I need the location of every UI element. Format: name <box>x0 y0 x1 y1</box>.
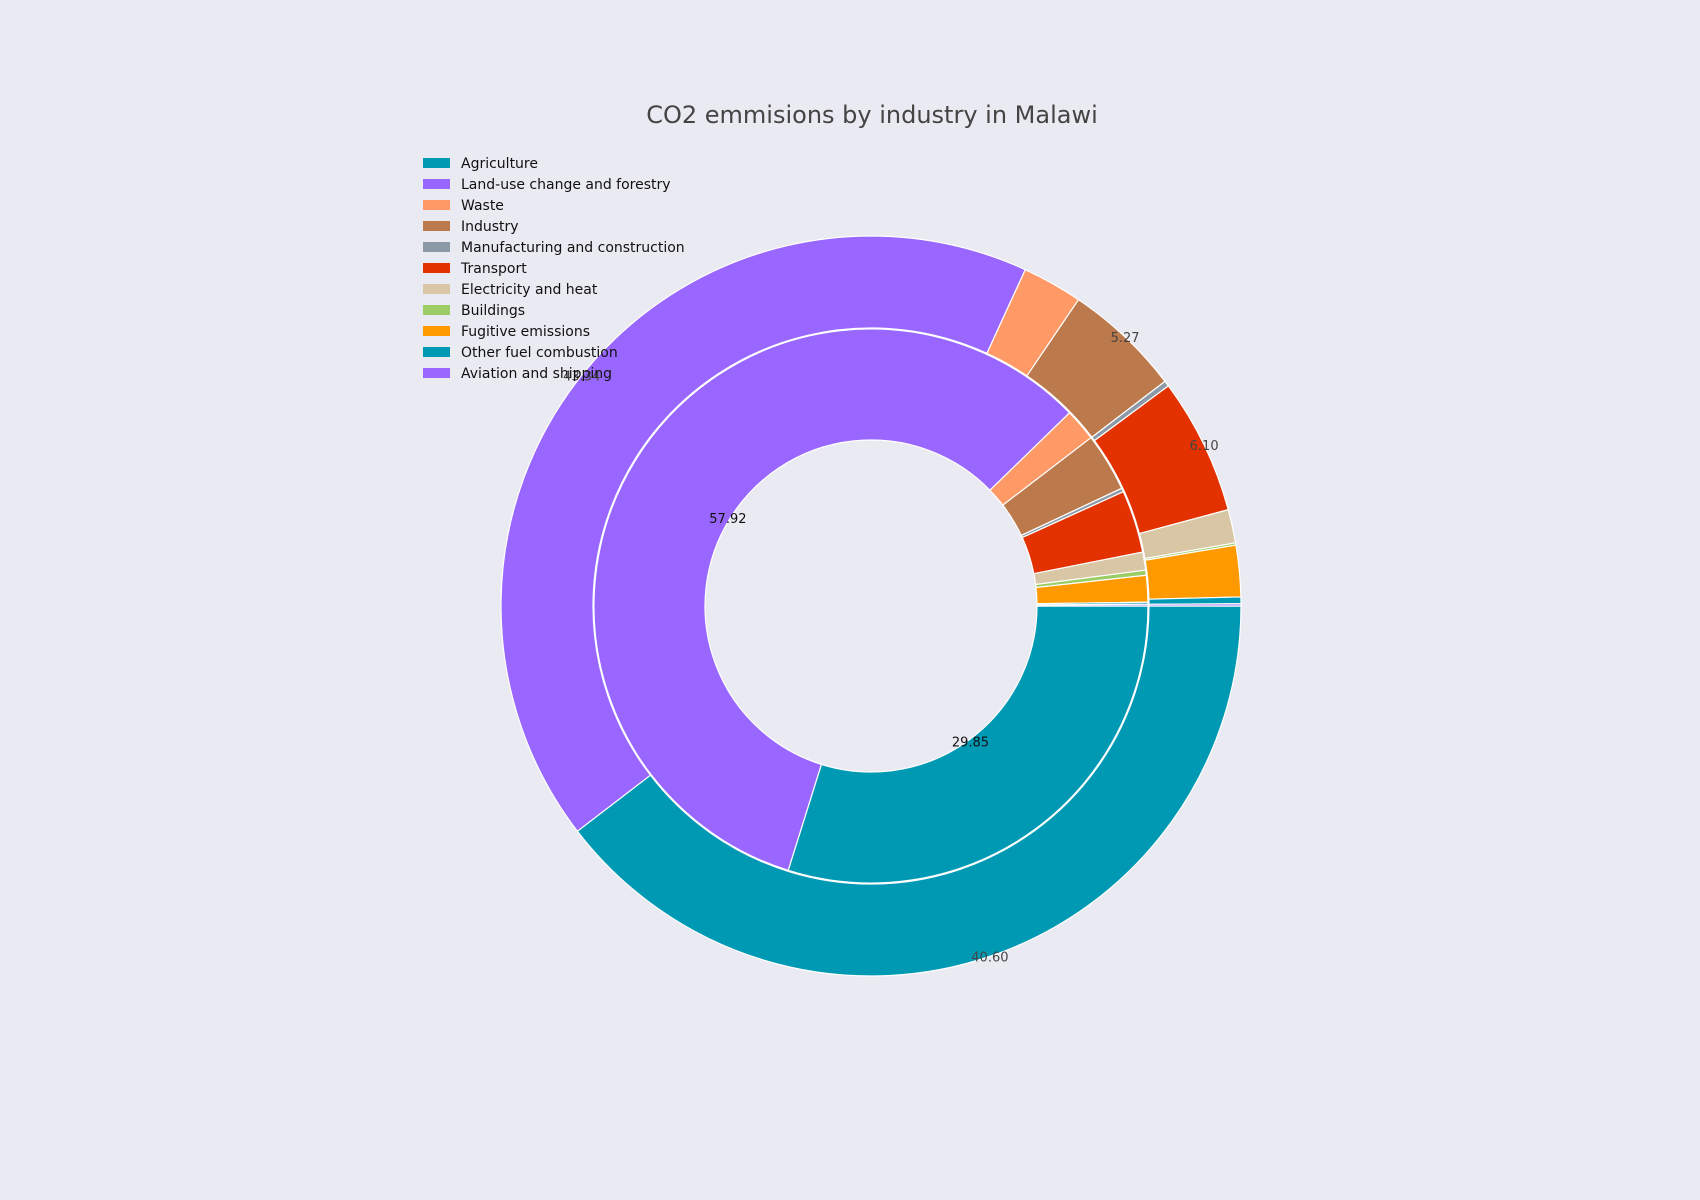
legend-swatch-fugitive-emissions <box>423 326 450 336</box>
outer-ring <box>500 235 1242 977</box>
legend-swatch-buildings <box>423 305 450 315</box>
legend-swatch-manufacturing-and-construction <box>423 242 450 252</box>
legend-label-agriculture: Agriculture <box>461 156 538 172</box>
inner-label-agriculture: 29.85 <box>952 735 989 750</box>
legend-swatch-transport <box>423 263 450 273</box>
legend-label-other-fuel-combustion: Other fuel combustion <box>461 345 618 361</box>
legend-label-fugitive-emissions: Fugitive emissions <box>461 324 590 340</box>
legend: Agriculture Land-use change and forestry W… <box>423 156 685 382</box>
outer-slice-aviation-and-shipping <box>1148 603 1242 607</box>
inner-slice-aviation-and-shipping <box>1036 603 1149 607</box>
outer-label-transport: 6.10 <box>1190 439 1219 454</box>
outer-slice-agriculture <box>576 605 1242 977</box>
legend-label-transport: Transport <box>460 261 527 277</box>
legend-label-industry: Industry <box>461 219 519 235</box>
inner-ring <box>593 328 1149 884</box>
legend-label-electricity-and-heat: Electricity and heat <box>461 282 598 298</box>
legend-swatch-land-use-change-and-forestry <box>423 179 450 189</box>
legend-swatch-waste <box>423 200 450 210</box>
legend-swatch-agriculture <box>423 158 450 168</box>
inner-label-land-use-change-and-forestry: 57.92 <box>709 512 746 527</box>
legend-label-aviation-and-shipping: Aviation and shipping <box>461 366 612 382</box>
legend-swatch-electricity-and-heat <box>423 284 450 294</box>
legend-label-manufacturing-and-construction: Manufacturing and construction <box>461 240 685 256</box>
legend-swatch-aviation-and-shipping <box>423 368 450 378</box>
outer-label-agriculture: 40.60 <box>971 950 1008 965</box>
inner-slice-land-use-change-and-forestry <box>593 328 1071 872</box>
legend-label-waste: Waste <box>461 198 504 214</box>
data-labels: 40.60 43.34 5.27 6.10 29.85 57.92 <box>563 331 1218 965</box>
legend-swatch-other-fuel-combustion <box>423 347 450 357</box>
outer-label-industry: 5.27 <box>1111 331 1140 346</box>
outer-slice-land-use-change-and-forestry <box>500 235 1027 833</box>
chart-title: CO2 emmisions by industry in Malawi <box>646 101 1098 129</box>
outer-label-land-use-change-and-forestry: 43.34 <box>563 369 600 384</box>
inner-slice-agriculture <box>787 605 1149 884</box>
legend-label-land-use-change-and-forestry: Land-use change and forestry <box>461 177 671 193</box>
legend-label-buildings: Buildings <box>461 303 525 319</box>
legend-swatch-industry <box>423 221 450 231</box>
